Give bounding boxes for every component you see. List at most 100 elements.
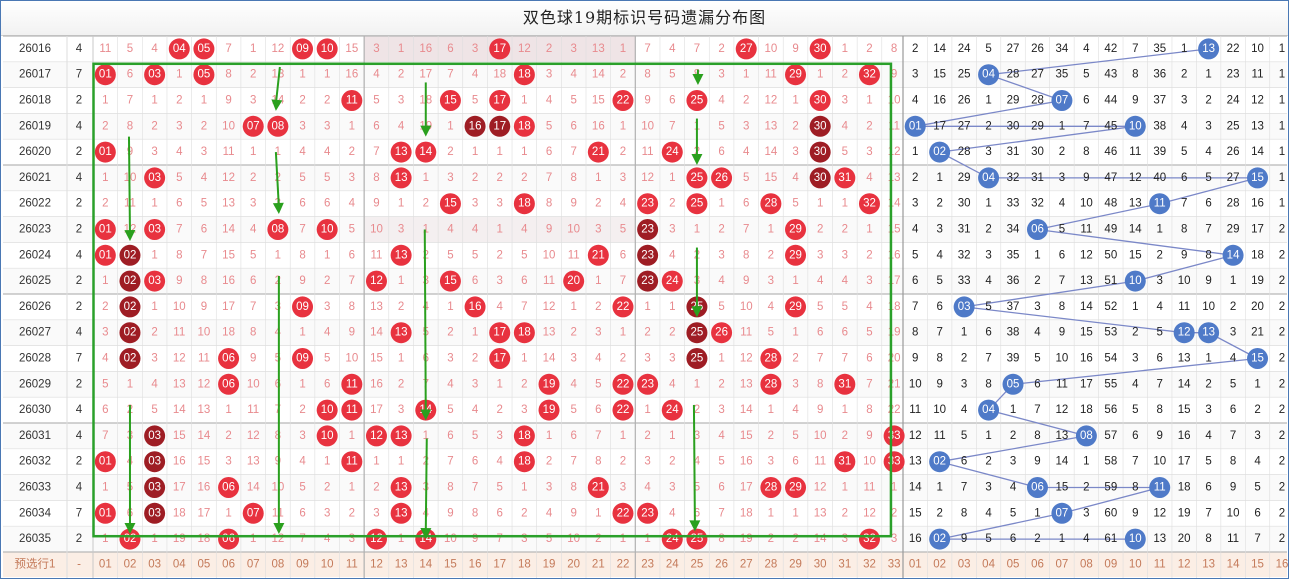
blue-omission-cell: 4 [1230,353,1237,365]
blue-omission-cell: 1 [985,430,991,442]
footer-blue-number: 02 [933,559,946,571]
red-omission-cell: 12 [740,353,753,365]
blue-ball [953,296,975,318]
red-omission-cell: 9 [570,507,576,519]
red-ball [858,64,880,86]
blue-omission-cell: 5 [1205,456,1211,468]
blue-ball [929,141,951,163]
period-cell: 26022 [19,198,51,210]
red-omission-cell: 10 [247,378,260,390]
red-omission-cell: 11 [642,146,654,158]
red-omission-cell: 2 [620,69,626,81]
blue-ball-number: 14 [1227,249,1240,261]
red-omission-cell: 1 [102,95,108,107]
blue-omission-cell: 2 [1181,69,1187,81]
footer-red-number: 05 [198,559,211,571]
row-stripe [3,319,1287,346]
blue-omission-cell: 28 [958,146,971,158]
red-ball-number: 02 [124,353,137,365]
red-omission-cell: 1 [866,224,872,236]
red-omission-cell: 16 [198,482,211,494]
blue-omission-cell: 54 [1104,353,1117,365]
red-ball [341,451,363,473]
red-ball [439,90,461,111]
red-ball-number: 01 [99,249,112,261]
red-ball-number: 05 [198,43,211,55]
red-omission-cell: 3 [644,353,650,365]
blue-omission-cell: 8 [1132,69,1138,81]
blue-omission-cell: 9 [912,353,918,365]
footer-blue-number: 10 [1129,559,1142,571]
footer-red-number: 11 [346,559,358,571]
blue-omission-cell: 10 [1251,43,1264,55]
red-omission-cell: 2 [792,120,798,132]
blue-ball [1247,167,1269,189]
blue-omission-cell: 29 [1031,120,1044,132]
red-omission-cell: 9 [817,404,823,416]
red-ball-number: 18 [518,456,531,468]
red-omission-cell: 19 [173,533,186,545]
red-omission-cell: 3 [842,249,848,261]
red-ball-number: 30 [814,43,827,55]
red-omission-cell: 3 [842,533,848,545]
blue-omission-cell: 7 [912,301,918,313]
blue-omission-cell: 3 [1230,327,1236,339]
blue-omission-cell: 27 [1007,43,1020,55]
red-omission-cell: 4 [521,224,528,236]
blue-omission-cell: 2 [1083,482,1089,494]
red-omission-cell: 8 [127,120,133,132]
red-omission-cell: 15 [764,172,777,184]
red-omission-cell: 8 [866,404,872,416]
row-stripe [3,423,1287,449]
count-cell: 4 [76,482,83,494]
blue-omission-cell: 5 [1010,507,1016,519]
red-omission-cell: 4 [151,43,158,55]
red-omission-cell: 1 [151,533,157,545]
red-ball [513,115,535,137]
red-omission-cell: 3 [866,146,872,158]
arrow-down-icon [271,99,283,111]
red-omission-cell: 1 [792,275,798,287]
red-ball-number: 10 [321,430,334,442]
blue-omission-cell: 1 [1279,172,1285,184]
red-ball-number: 11 [346,95,358,107]
red-omission-cell: 2 [447,146,453,158]
red-omission-cell: 2 [398,301,404,313]
count-cell: 4 [76,120,83,132]
blue-omission-cell: 7 [1205,507,1211,519]
blue-omission-cell: 3 [1034,301,1040,313]
arrow-down-icon [127,136,131,235]
red-omission-cell: 11 [863,482,875,494]
red-ball [144,219,166,240]
arrow-down-icon [124,230,136,242]
blue-omission-cell: 35 [1007,249,1020,261]
blue-ball-number: 12 [1178,327,1191,339]
blue-omission-cell: 10 [1202,301,1215,313]
red-ball [94,64,116,86]
blue-omission-cell: 3 [985,146,991,158]
blue-omission-cell: 18 [1080,404,1093,416]
red-ball [637,193,659,215]
blue-omission-cell: 5 [985,43,991,55]
red-ball-number: 05 [198,69,211,81]
footer-label: 预选行1 [15,558,56,571]
blue-ball-number: 04 [982,69,995,81]
period-cell: 26016 [19,43,51,55]
blue-omission-cell: 13 [1056,430,1069,442]
red-omission-cell: 14 [247,482,260,494]
red-omission-cell: 7 [570,456,576,468]
count-cell: 4 [76,43,83,55]
blue-omission-cell: 3 [1132,353,1138,365]
blue-omission-cell: 2 [1230,301,1236,313]
red-omission-cell: 1 [398,43,404,55]
blue-omission-cell: 6 [1254,507,1260,519]
blue-omission-cell: 5 [1205,172,1211,184]
red-omission-cell: 5 [521,249,527,261]
blue-omission-cell: 2 [985,224,991,236]
red-omission-cell: 7 [595,430,601,442]
blue-ball [1124,528,1146,550]
blue-omission-cell: 6 [961,456,967,468]
red-omission-cell: 9 [349,327,355,339]
blue-ball [978,399,1000,421]
red-omission-cell: 2 [201,120,207,132]
